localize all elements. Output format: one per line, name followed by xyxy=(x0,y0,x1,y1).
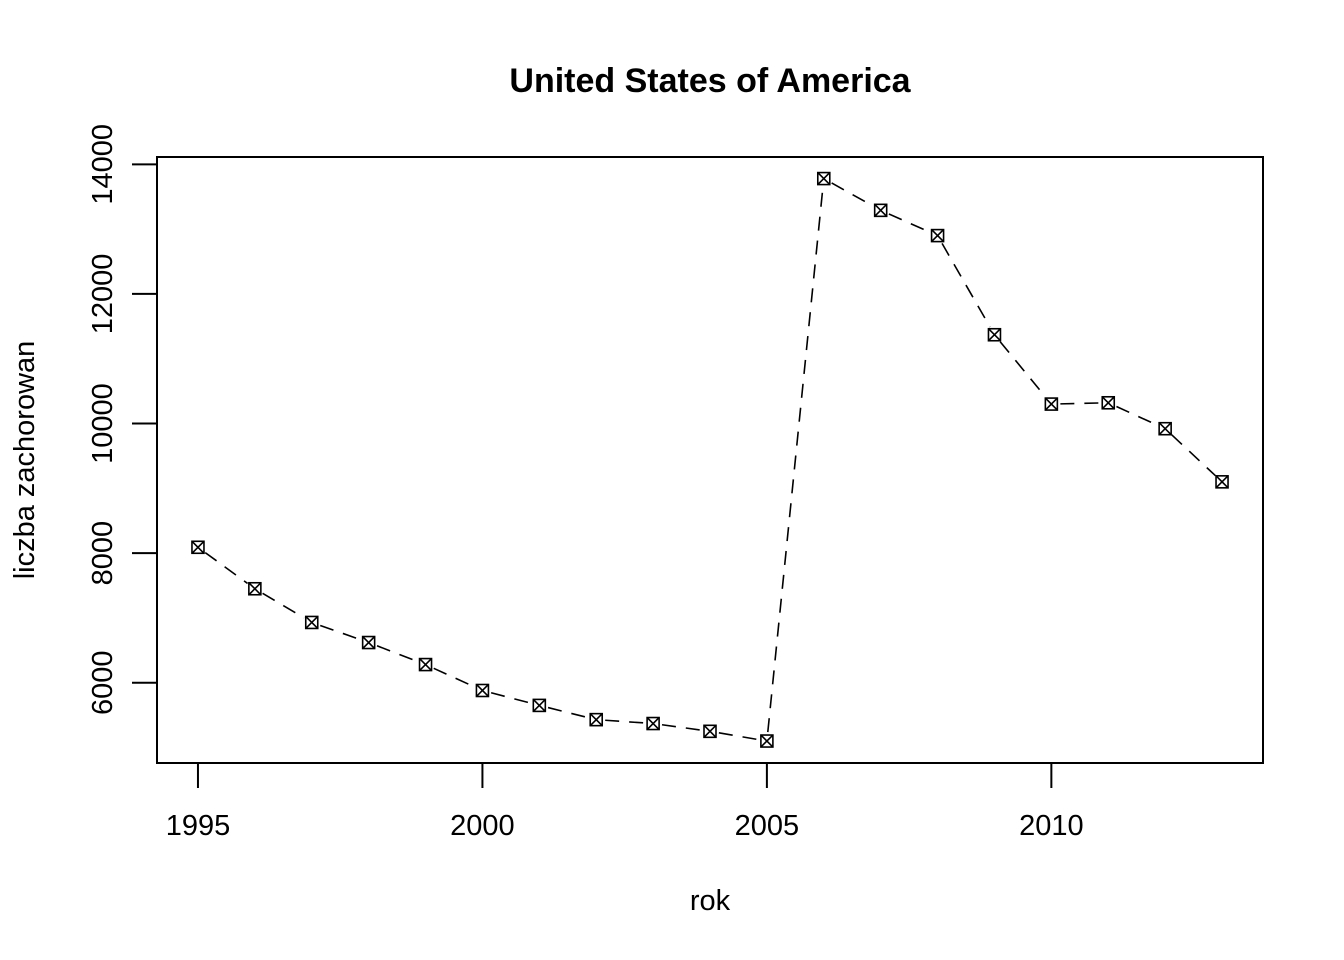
data-point-square xyxy=(532,698,547,713)
data-point-cross-b xyxy=(987,328,1002,342)
data-point-square xyxy=(987,327,1002,342)
series-segment xyxy=(718,732,759,741)
data-point xyxy=(1044,397,1059,411)
x-axis-label: rok xyxy=(690,885,731,917)
series-segment xyxy=(490,691,531,704)
series-segment xyxy=(433,667,475,688)
data-point-cross-b xyxy=(1101,396,1115,410)
data-point xyxy=(646,716,660,731)
x-axis: 1995 2000 2005 2010 xyxy=(166,762,1084,842)
y-tick-label: 14000 xyxy=(87,124,119,205)
data-point-cross-b xyxy=(1044,397,1058,411)
data-point-cross-b xyxy=(532,698,546,712)
data-point-square xyxy=(816,171,831,186)
data-point-square xyxy=(191,540,205,555)
data-point xyxy=(475,683,490,698)
data-point-square xyxy=(1101,395,1116,410)
series-segment xyxy=(262,592,305,619)
data-point-cross-b xyxy=(191,540,205,554)
series-segment xyxy=(767,187,824,733)
series-segment xyxy=(1171,434,1217,477)
data-point-cross-b xyxy=(931,229,945,243)
data-point-square xyxy=(760,734,774,748)
series-line xyxy=(204,182,1217,741)
series-segment xyxy=(831,182,874,207)
data-point-square xyxy=(589,712,604,727)
data-point-cross-b xyxy=(646,716,660,731)
data-point xyxy=(930,228,945,243)
series-segment xyxy=(941,243,991,328)
series-segment xyxy=(888,213,930,233)
data-point xyxy=(873,203,888,218)
data-point xyxy=(1101,395,1116,410)
series-segment xyxy=(319,624,361,641)
data-point xyxy=(760,734,774,748)
data-point-cross-b xyxy=(703,724,717,738)
data-point-square xyxy=(930,228,945,243)
data-point-cross-b xyxy=(418,658,433,672)
data-point-cross-b xyxy=(817,172,831,186)
y-tick-label: 8000 xyxy=(87,521,119,586)
data-point-cross-b xyxy=(475,683,489,698)
data-point-square xyxy=(304,615,319,630)
x-tick-label: 1995 xyxy=(166,810,231,842)
y-tick-label: 12000 xyxy=(87,254,119,335)
data-point-square xyxy=(475,683,490,698)
x-tick-label: 2010 xyxy=(1019,810,1084,842)
data-point xyxy=(987,327,1002,342)
data-point-square xyxy=(1158,421,1172,436)
data-point-square xyxy=(1044,397,1059,411)
series-segment xyxy=(547,706,588,719)
data-point xyxy=(1158,421,1172,436)
y-axis: 6000 8000 10000 12000 14000 xyxy=(87,124,158,715)
x-tick-label: 2000 xyxy=(450,810,515,842)
data-point-square xyxy=(1215,475,1229,489)
y-axis-label: liczba zachorowan xyxy=(9,341,41,580)
x-tick-label: 2005 xyxy=(735,810,800,842)
data-point xyxy=(191,540,205,555)
data-point-square xyxy=(248,581,262,596)
data-point-cross-b xyxy=(1215,475,1229,489)
data-point xyxy=(816,171,831,186)
data-point-cross-b xyxy=(362,635,376,650)
chart-title: United States of America xyxy=(509,62,911,100)
data-point xyxy=(361,635,376,650)
series-points xyxy=(191,171,1229,748)
data-point-square xyxy=(646,716,660,731)
data-point xyxy=(304,615,319,630)
y-tick-label: 10000 xyxy=(87,383,119,464)
data-point-square xyxy=(361,635,376,650)
data-point xyxy=(418,657,433,672)
data-point xyxy=(703,724,717,739)
data-point xyxy=(248,581,262,596)
data-point-square xyxy=(418,657,433,672)
data-point-cross-b xyxy=(248,582,262,596)
data-point xyxy=(532,698,547,713)
data-point-square xyxy=(703,724,717,739)
data-point xyxy=(1215,475,1229,489)
data-point xyxy=(589,712,604,727)
y-tick-label: 6000 xyxy=(87,650,119,715)
series-segment xyxy=(1116,405,1158,426)
data-point-cross-b xyxy=(760,734,774,748)
data-point-cross-b xyxy=(305,615,319,630)
series-segment xyxy=(999,341,1047,398)
series-segment xyxy=(204,551,249,585)
series-segment xyxy=(661,723,702,731)
series-segment xyxy=(605,719,645,724)
plot-frame xyxy=(156,156,1264,764)
data-point-cross-b xyxy=(1158,422,1172,436)
series-segment xyxy=(1060,402,1100,405)
data-point-cross-b xyxy=(589,713,603,727)
data-point-cross-b xyxy=(874,203,888,217)
data-point-square xyxy=(873,203,888,218)
series-segment xyxy=(376,645,418,663)
